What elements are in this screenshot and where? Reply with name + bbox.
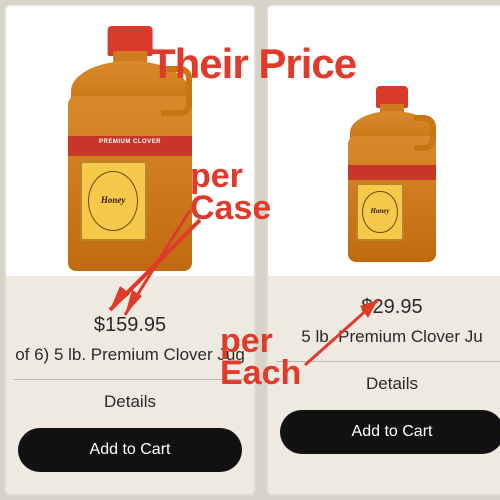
- add-to-cart-button[interactable]: Add to Cart: [280, 410, 500, 454]
- honey-jug-large-icon: PREMIUM CLOVER Honey: [60, 26, 200, 276]
- product-image-area: PREMIUM CLOVER Honey: [6, 6, 254, 276]
- details-button[interactable]: Details: [268, 362, 500, 406]
- jug-brand-label: Honey: [88, 171, 139, 232]
- details-button[interactable]: Details: [6, 380, 254, 424]
- product-card-each: Honey $29.95 5 lb. Premium Clover Ju Det…: [266, 4, 500, 496]
- honey-jug-small-icon: Honey: [342, 86, 442, 266]
- product-price: $29.95: [268, 296, 500, 319]
- jug-brand-label: Honey: [362, 191, 397, 234]
- product-image-area: Honey: [268, 6, 500, 276]
- product-info: $159.95 of 6) 5 lb. Premium Clover Jug D…: [6, 276, 254, 472]
- product-info: $29.95 5 lb. Premium Clover Ju Details A…: [268, 276, 500, 454]
- product-title: of 6) 5 lb. Premium Clover Jug: [6, 345, 254, 365]
- product-title: 5 lb. Premium Clover Ju: [268, 327, 500, 347]
- add-to-cart-button[interactable]: Add to Cart: [18, 428, 242, 472]
- product-price: $159.95: [6, 314, 254, 337]
- jug-band-text: PREMIUM CLOVER: [68, 136, 191, 145]
- product-card-case: PREMIUM CLOVER Honey $159.95 of 6) 5 lb.…: [4, 4, 256, 496]
